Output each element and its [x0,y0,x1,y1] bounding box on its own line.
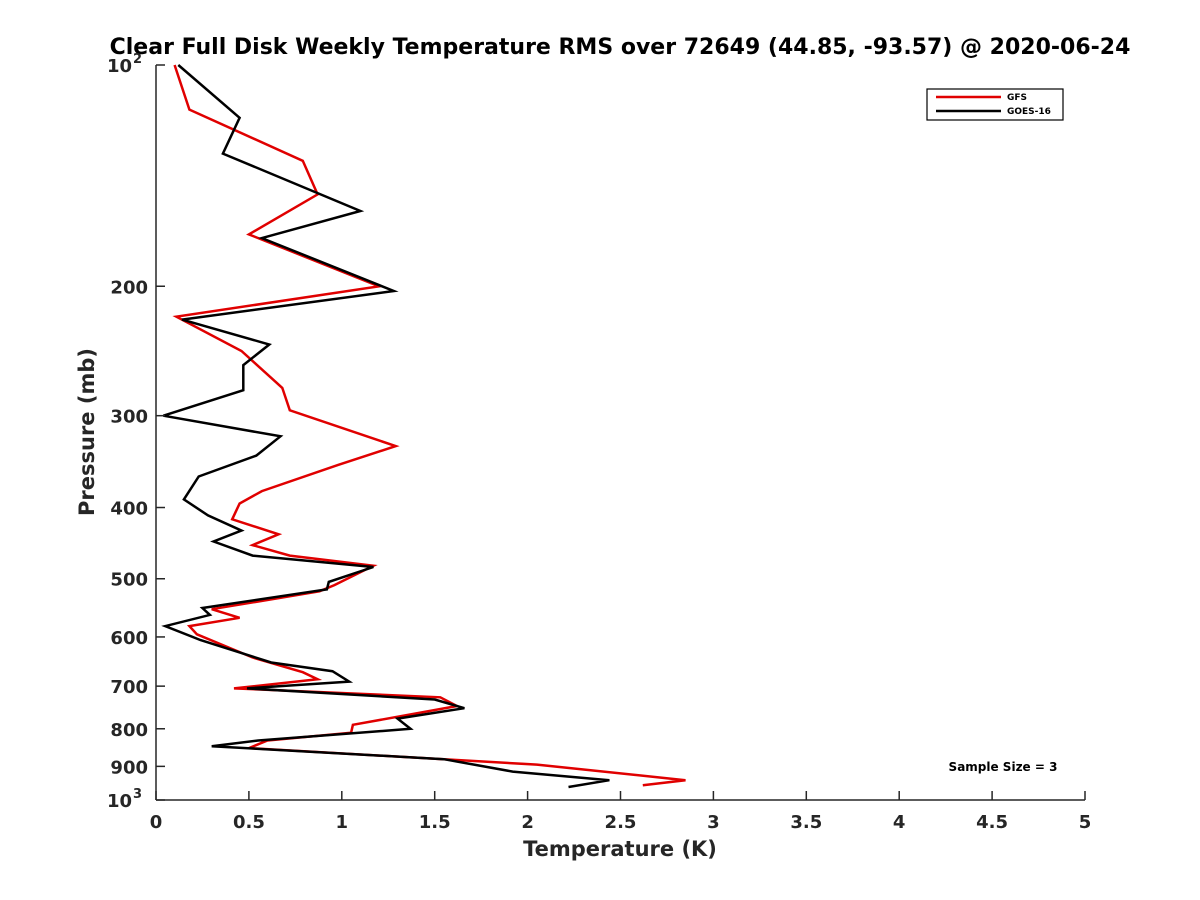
chart-title: Clear Full Disk Weekly Temperature RMS o… [110,35,1131,60]
y-tick-exponent: 2 [133,52,142,67]
series-line-gfs [172,64,686,787]
y-tick-label: 700 [110,677,148,698]
x-axis-label: Temperature (K) [523,837,717,861]
x-tick-label: 2 [521,812,534,833]
x-ticks: 0 0.5 1 1.5 2 2.5 3 3.5 4 4.5 5 [150,791,1092,833]
y-axis-label: Pressure (mb) [75,348,99,516]
y-tick-label: 10 [107,56,132,77]
y-tick-label: 800 [110,720,148,741]
y-tick-label: 500 [110,570,148,591]
y-tick-label: 900 [110,757,148,778]
x-tick-label: 5 [1079,812,1092,833]
x-tick-label: 4.5 [976,812,1008,833]
legend-box [926,88,1064,121]
x-tick-label: 1.5 [419,812,451,833]
legend-label-gfs: GFS [1007,93,1027,103]
series-layer [161,64,686,789]
sample-size-annotation: Sample Size = 3 [949,760,1058,774]
x-tick-label: 2.5 [605,812,637,833]
series-line-goes16 [161,64,610,789]
x-tick-label: 4 [893,812,906,833]
y-tick-label: 200 [110,277,148,298]
legend-label-goes16: GOES-16 [1007,107,1051,117]
x-tick-label: 0.5 [233,812,265,833]
y-tick-label: 600 [110,628,148,649]
x-tick-label: 3 [707,812,720,833]
legend: GFS GOES-16 [926,88,1064,121]
x-tick-label: 3.5 [790,812,822,833]
y-tick-label: 300 [110,407,148,428]
y-tick-label: 400 [110,499,148,520]
x-tick-label: 0 [150,812,163,833]
y-tick-label: 10 [107,791,132,812]
x-tick-label: 1 [336,812,349,833]
y-tick-exponent: 3 [133,787,142,802]
